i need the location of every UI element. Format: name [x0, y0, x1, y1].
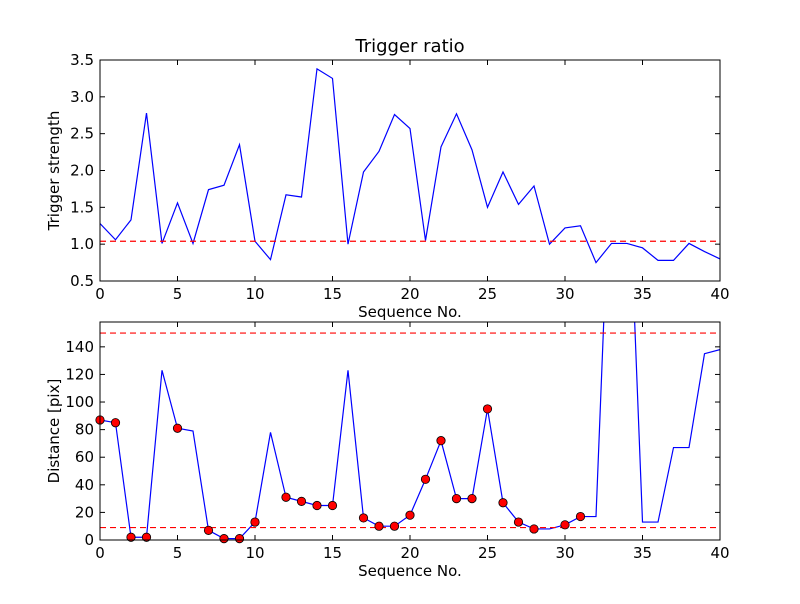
x-tick-label: 30 — [555, 285, 574, 303]
chart-title: Trigger ratio — [354, 36, 464, 57]
x-tick-label: 0 — [95, 285, 105, 303]
data-point — [234, 534, 245, 544]
data-point — [560, 520, 570, 530]
data-point — [482, 404, 493, 414]
data-point — [420, 474, 431, 484]
data-point — [172, 423, 183, 433]
x-tick-label: 5 — [173, 285, 183, 303]
y-axis-label: Trigger strength — [45, 111, 63, 232]
x-tick-label: 30 — [555, 544, 574, 562]
x-tick-label: 15 — [323, 285, 342, 303]
y-tick-label: 1.5 — [70, 198, 94, 216]
y-tick-label: 2.5 — [70, 125, 94, 143]
y-tick-label: 60 — [75, 448, 94, 466]
x-tick-label: 25 — [478, 544, 497, 562]
axes-frame — [99, 59, 721, 282]
x-tick-label: 15 — [323, 544, 342, 562]
x-tick-label: 0 — [95, 544, 105, 562]
x-tick-label: 10 — [245, 544, 264, 562]
data-point — [405, 510, 415, 520]
y-tick-label: 3.0 — [70, 88, 94, 106]
y-axis-label: Distance [pix] — [45, 379, 63, 484]
x-tick-label: 40 — [710, 544, 729, 562]
data-point — [513, 517, 524, 527]
data-point — [327, 500, 338, 511]
data-point — [389, 521, 400, 531]
data-point — [312, 500, 322, 511]
distance-chart: 0 5 10 15 20 25 30 35 40 0 20 40 60 80 100 120 140 Sequen… — [45, 321, 730, 580]
data-point — [219, 534, 229, 544]
y-tick-label: 0 — [84, 531, 94, 549]
series-line — [100, 322, 720, 540]
y-tick-label: 2.0 — [70, 162, 94, 180]
y-tick-label: 120 — [65, 365, 94, 383]
data-point — [498, 498, 508, 508]
x-tick-label: 35 — [633, 285, 652, 303]
data-point — [451, 494, 462, 504]
data-point — [467, 494, 477, 504]
x-tick-label: 25 — [478, 285, 497, 303]
data-point — [358, 513, 369, 523]
data-point — [203, 525, 214, 535]
y-tick-label: 0.5 — [70, 272, 94, 290]
y-tick-label: 1.0 — [70, 235, 94, 253]
y-tick-label: 20 — [75, 503, 94, 521]
data-point — [250, 517, 260, 527]
x-tick-label: 5 — [173, 544, 183, 562]
data-point — [126, 532, 136, 542]
y-tick-label: 3.5 — [70, 51, 94, 69]
y-tick-label: 140 — [65, 338, 94, 356]
plot-area — [100, 67, 720, 264]
x-axis-label: Sequence No. — [358, 303, 462, 321]
data-point — [281, 492, 291, 502]
plot-area — [100, 322, 720, 540]
data-point — [141, 532, 152, 542]
x-tick-label: 20 — [400, 285, 419, 303]
data-point — [529, 524, 539, 534]
data-point — [374, 521, 384, 531]
x-axis-label: Sequence No. — [358, 562, 462, 580]
x-tick-label: 40 — [710, 285, 729, 303]
y-tick-label: 100 — [65, 393, 94, 411]
data-point — [575, 511, 586, 522]
x-tick-label: 35 — [633, 544, 652, 562]
trigger-ratio-chart: 0 5 10 15 20 25 30 35 40 0.5 1.0 1.5 2.0 2.5 3.0 3.5 Tri… — [45, 36, 730, 321]
y-tick-label: 80 — [75, 421, 94, 439]
x-tick-label: 20 — [400, 544, 419, 562]
data-point — [436, 436, 446, 446]
series-line — [100, 67, 720, 264]
data-point — [296, 496, 307, 506]
y-tick-label: 40 — [75, 476, 94, 494]
x-tick-label: 10 — [245, 285, 264, 303]
data-point — [110, 418, 121, 428]
